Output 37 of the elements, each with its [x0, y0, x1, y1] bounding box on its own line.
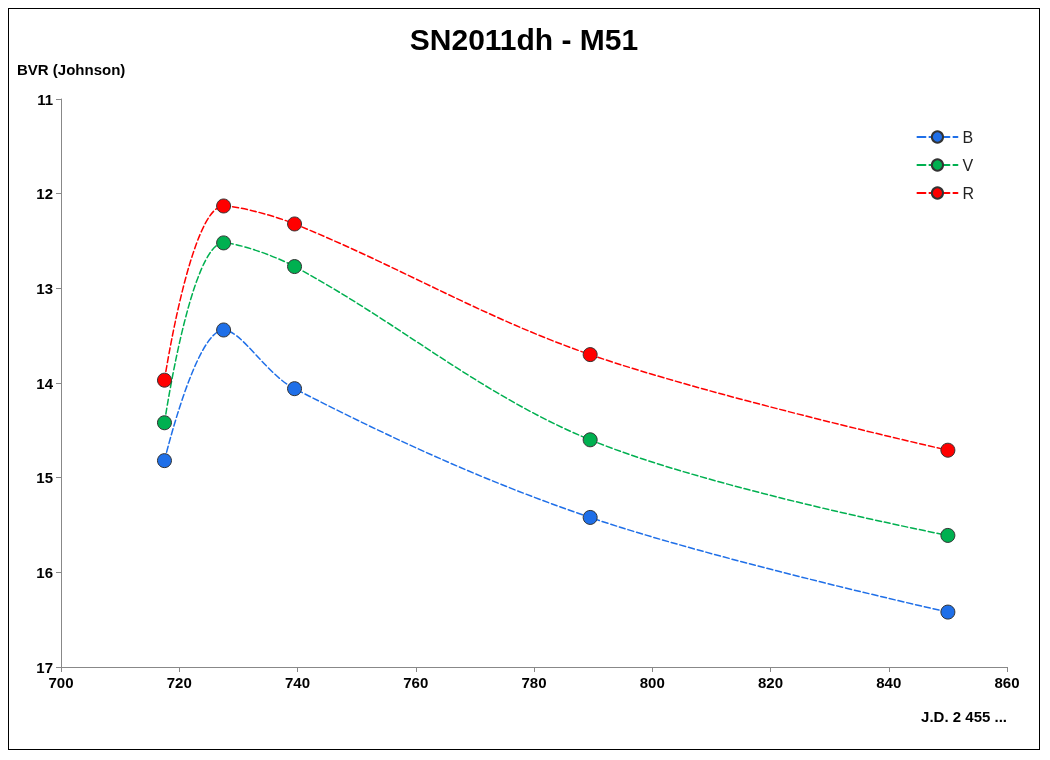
- x-tick-label: 860: [994, 674, 1020, 691]
- chart-title: SN2011dh - M51: [409, 22, 639, 56]
- y-axis-title: BVR (Johnson): [17, 61, 126, 78]
- point: [156, 453, 172, 469]
- point: [156, 415, 172, 431]
- point: [287, 381, 303, 397]
- point: [287, 216, 303, 232]
- point: [940, 604, 956, 620]
- x-tick-label: 800: [639, 674, 665, 691]
- y-tick-label: 17: [36, 658, 53, 676]
- x-tick-label: 740: [284, 674, 311, 691]
- point: [582, 347, 598, 363]
- y-tick-label: 11: [37, 90, 53, 108]
- y-tick-label: 15: [36, 469, 53, 487]
- x-tick-label: 700: [48, 674, 74, 691]
- point: [582, 509, 598, 525]
- legend-label: R: [962, 184, 975, 202]
- legend-label: B: [962, 128, 974, 146]
- y-tick-label: 13: [36, 279, 53, 297]
- point: [156, 372, 172, 388]
- x-tick-label: 840: [876, 674, 902, 691]
- point: [940, 527, 956, 543]
- x-tick-label: 820: [757, 674, 784, 691]
- point: [216, 322, 232, 338]
- y-tick-label: 12: [36, 185, 53, 203]
- x-tick-label: 780: [521, 674, 547, 691]
- x-tick-label: 720: [166, 674, 192, 691]
- point: [287, 259, 303, 275]
- y-tick-label: 16: [36, 563, 53, 581]
- point: [216, 198, 232, 214]
- x-axis-title: J.D. 2 455 ...: [921, 708, 1007, 725]
- y-tick-label: 14: [36, 374, 54, 392]
- point: [216, 235, 232, 251]
- legend-label: V: [962, 156, 974, 174]
- point: [940, 442, 956, 458]
- x-tick-label: 760: [403, 674, 429, 691]
- point: [582, 432, 598, 448]
